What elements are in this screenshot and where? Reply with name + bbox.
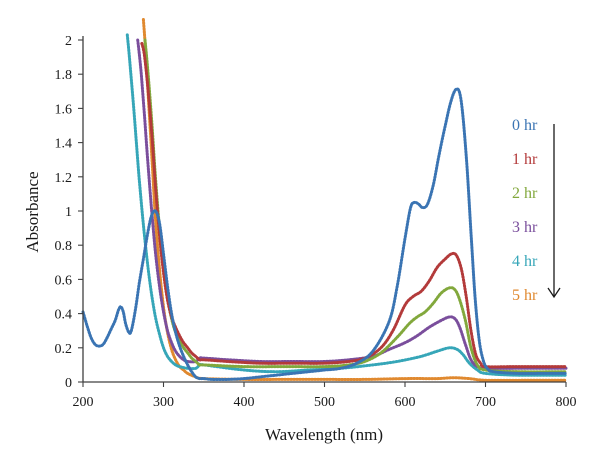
series-line-5-hr — [141, 18, 568, 382]
y-tick-label: 1.8 — [55, 68, 73, 83]
legend: 0 hr 1 hr 2 hr 3 hr 4 hr 5 hr — [512, 117, 561, 304]
x-tick-label: 200 — [73, 395, 94, 410]
x-tick-label: 600 — [395, 395, 416, 410]
x-tick-label: 400 — [234, 395, 255, 410]
legend-item-2-hr: 2 hr — [512, 185, 538, 202]
y-tick-label: 0.4 — [55, 308, 73, 323]
series-line-0-hr — [81, 87, 568, 382]
legend-item-4-hr: 4 hr — [512, 253, 538, 270]
series-line-1-hr — [140, 41, 568, 369]
legend-item-5-hr: 5 hr — [512, 287, 538, 304]
series-line-2-hr — [143, 38, 568, 374]
x-tick-label: 300 — [153, 395, 174, 410]
x-tick-label: 700 — [475, 395, 496, 410]
series-line-4-hr — [125, 33, 568, 377]
legend-item-0-hr: 0 hr — [512, 117, 538, 134]
y-tick-label: 0.2 — [55, 342, 73, 357]
y-tick-label: 1.4 — [55, 137, 73, 152]
x-axis-title: Wavelength (nm) — [265, 425, 383, 444]
legend-arrow-down-icon — [547, 287, 561, 299]
x-tick-label: 500 — [314, 395, 335, 410]
y-tick-label: 0 — [65, 376, 72, 391]
y-tick-label: 1 — [65, 205, 72, 220]
y-tick-label: 1.6 — [55, 102, 73, 117]
series-line-3-hr — [136, 38, 568, 370]
y-axis-title: Absorbance — [23, 171, 42, 252]
y-tick-label: 0.8 — [55, 239, 73, 254]
legend-item-3-hr: 3 hr — [512, 219, 538, 236]
legend-item-1-hr: 1 hr — [512, 151, 538, 168]
plot-series-group — [81, 18, 568, 382]
y-tick-label: 2 — [65, 34, 72, 49]
y-tick-label: 1.2 — [55, 171, 73, 186]
y-tick-label: 0.6 — [55, 273, 73, 288]
axes-group: 0 0.2 0.4 0.6 0.8 1 1.2 1.4 1.6 1.8 2 200 300 400 500 6… — [55, 34, 577, 410]
x-tick-label: 800 — [556, 395, 577, 410]
